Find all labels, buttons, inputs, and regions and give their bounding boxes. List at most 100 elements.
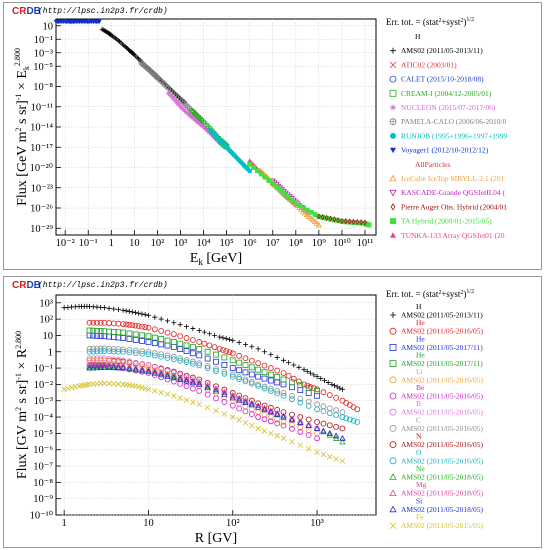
y-ticks: 10 10⁻¹ 10⁻³ 10⁻⁵ 10⁻⁸ 10⁻¹¹ 10⁻¹⁴ 10⁻¹⁷ 10⁻²⁰ 10…	[30, 21, 61, 235]
legend-symbol	[389, 505, 397, 513]
data-point	[255, 414, 262, 420]
y-tick-label: 10⁻⁵	[33, 62, 53, 73]
series	[86, 327, 320, 394]
data-point	[166, 90, 171, 96]
x-tick-label: 10⁷	[266, 238, 281, 249]
data-point	[316, 214, 322, 220]
x-tick-label: 10²	[226, 518, 240, 529]
data-point	[267, 365, 274, 371]
data-point	[189, 377, 197, 384]
data-point	[178, 104, 183, 110]
data-point	[267, 408, 275, 415]
y-tick-label: 10⁻²⁶	[30, 204, 53, 215]
data-point	[213, 358, 219, 365]
data-point	[126, 330, 133, 337]
data-point	[189, 385, 196, 392]
data-point	[236, 359, 243, 366]
y-tick-label: 10⁻²⁰	[30, 162, 54, 174]
data-point	[248, 364, 255, 371]
data-point	[126, 363, 133, 370]
data-point	[305, 403, 312, 409]
data-point	[138, 367, 146, 374]
series	[86, 319, 361, 413]
legend-group: Si	[416, 496, 422, 505]
data-point	[281, 357, 287, 363]
series	[86, 345, 346, 416]
legend-entry: AMS02 (2011/05-2018/05)	[401, 505, 484, 514]
data-point	[288, 416, 296, 423]
data-point	[343, 218, 348, 225]
data-point	[332, 435, 340, 441]
data-point	[176, 102, 181, 107]
data-point	[274, 416, 281, 423]
data-point	[164, 391, 171, 397]
data-point	[293, 200, 299, 206]
data-point	[346, 416, 353, 423]
data-point	[248, 379, 255, 385]
data-point	[183, 359, 190, 366]
data-point	[179, 106, 185, 111]
data-point	[280, 412, 287, 419]
data-point	[153, 73, 160, 80]
data-point	[196, 360, 203, 367]
data-point	[183, 376, 190, 383]
data-point	[204, 384, 211, 391]
data-point	[94, 348, 100, 355]
data-point	[151, 368, 158, 375]
data-point	[157, 369, 165, 375]
data-point	[326, 453, 333, 460]
data-point	[308, 370, 314, 376]
data-point	[251, 165, 256, 170]
legend-group: Fe	[416, 513, 424, 522]
crdb-url[interactable]: (http://lpsc.in2p3.fr/crdb)	[38, 7, 168, 16]
data-point	[164, 370, 171, 377]
data-point	[311, 218, 318, 224]
data-point	[90, 319, 97, 326]
series	[61, 380, 346, 464]
plot-frame	[55, 294, 377, 516]
data-point	[204, 348, 211, 355]
legend-symbol	[389, 376, 397, 384]
data-point	[212, 385, 220, 392]
y-tick-label: 10³	[39, 298, 53, 309]
data-point	[333, 412, 340, 419]
data-point	[183, 357, 190, 363]
legend-group: Be	[416, 383, 425, 392]
data-point	[274, 387, 281, 394]
data-point	[213, 407, 219, 414]
data-point	[307, 214, 314, 221]
data-point	[297, 424, 304, 431]
crdb-url[interactable]: (http://lpsc.in2p3.fr/crdb)	[38, 281, 168, 290]
data-point	[320, 428, 327, 435]
data-point	[119, 362, 127, 369]
series	[316, 213, 367, 226]
data-point	[189, 360, 196, 367]
data-point	[320, 215, 326, 220]
data-point	[132, 350, 139, 356]
x-axis-title: Ek [GeV]	[190, 251, 242, 267]
data-point	[351, 220, 356, 225]
data-point	[105, 363, 113, 369]
data-point	[213, 395, 219, 402]
data-point	[249, 422, 255, 429]
y-tick-label: 10²	[39, 315, 53, 326]
data-point	[152, 314, 158, 320]
data-point	[324, 214, 329, 221]
legend-symbol	[389, 457, 397, 465]
legend-symbol	[389, 118, 397, 126]
x-tick-label: 10⁻¹	[79, 238, 98, 249]
data-point	[120, 335, 126, 341]
data-point	[343, 415, 350, 422]
data-point	[261, 383, 268, 390]
data-point	[126, 308, 132, 314]
legend-group: He	[416, 334, 425, 343]
data-point	[204, 391, 211, 398]
chart-panel-top: CRDB (http://lpsc.in2p3.fr/crdb) 10⁻² 10⁻¹ 1…	[3, 2, 542, 270]
data-point	[164, 371, 171, 378]
data-point	[261, 349, 267, 355]
legend-entry: AMS02 (2011/05-2016/05)	[401, 456, 484, 465]
legend-symbol	[389, 189, 397, 197]
data-point	[305, 432, 312, 439]
data-point	[189, 344, 196, 351]
data-point	[94, 319, 100, 326]
